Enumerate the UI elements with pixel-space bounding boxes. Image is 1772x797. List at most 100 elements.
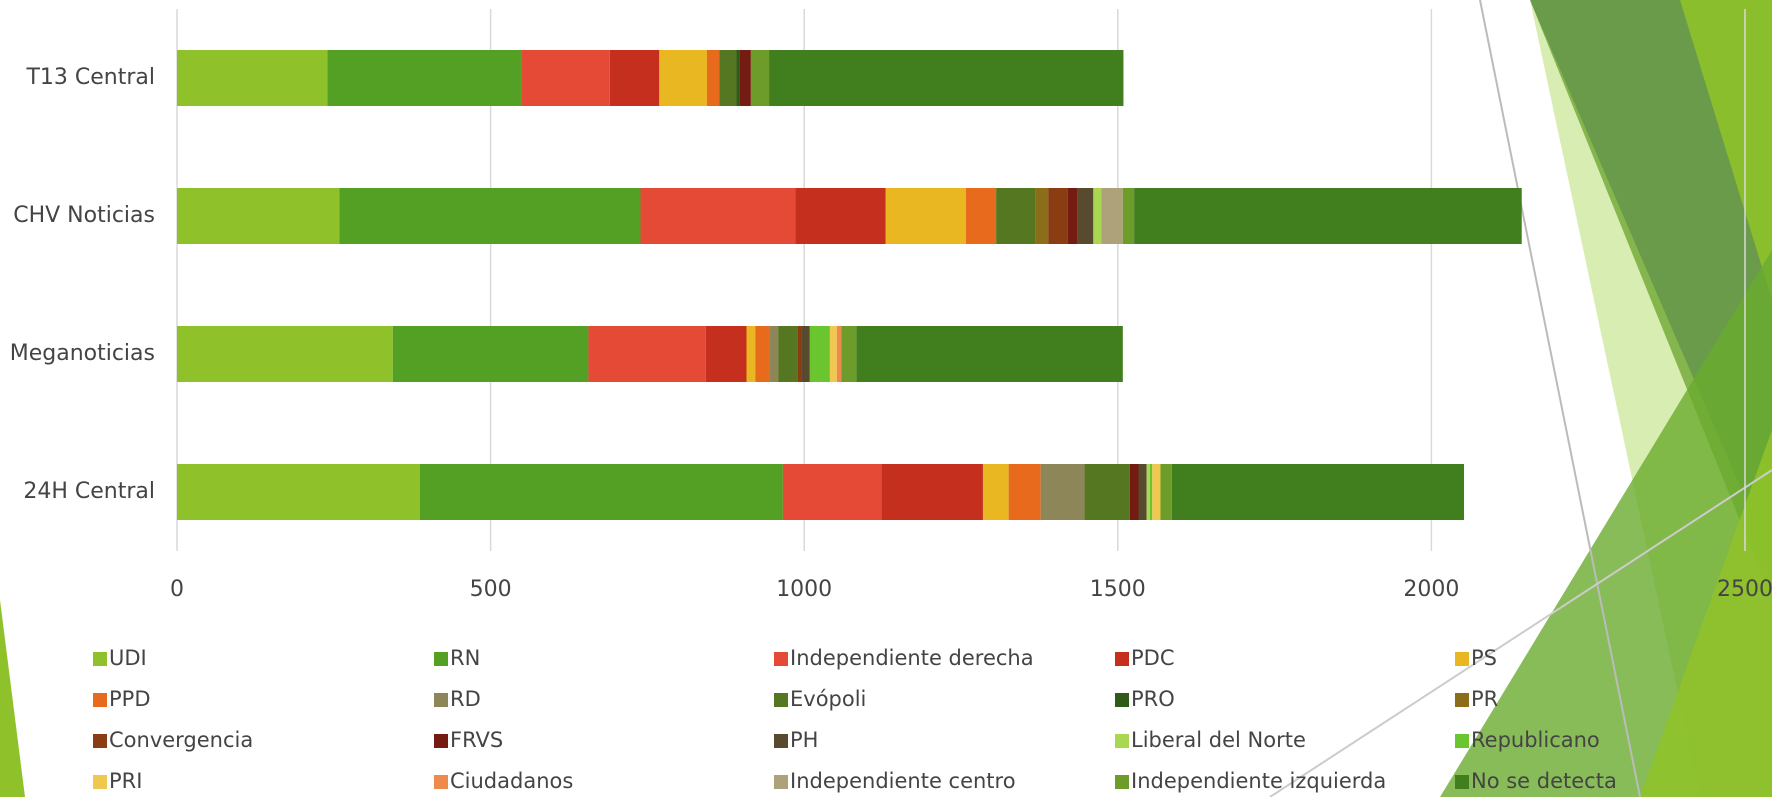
bar-segment bbox=[1134, 188, 1522, 244]
legend-label: RD bbox=[450, 687, 481, 711]
bar-segment bbox=[983, 464, 1009, 520]
legend-swatch bbox=[1455, 693, 1469, 707]
bar-segment bbox=[1078, 188, 1094, 244]
bar-segment bbox=[746, 326, 755, 382]
bar-segment bbox=[706, 326, 747, 382]
bar-segment bbox=[1085, 464, 1130, 520]
legend-label: PRO bbox=[1131, 687, 1175, 711]
legend-swatch bbox=[1115, 693, 1129, 707]
legend-swatch bbox=[93, 775, 107, 789]
bar-segment bbox=[1138, 464, 1146, 520]
bar-segment bbox=[1101, 188, 1122, 244]
bar-segment bbox=[783, 464, 881, 520]
bar-segment bbox=[736, 50, 739, 106]
bar-segment bbox=[1172, 464, 1464, 520]
bar-segment bbox=[886, 188, 966, 244]
legend-label: PRI bbox=[109, 769, 142, 793]
bar-segment bbox=[641, 188, 796, 244]
bar-segment bbox=[1152, 464, 1160, 520]
bar-segment bbox=[740, 50, 751, 106]
y-tick-label: CHV Noticias bbox=[13, 203, 155, 228]
x-tick-label: 0 bbox=[170, 577, 184, 602]
bar-segment bbox=[339, 188, 640, 244]
bar-segment bbox=[966, 188, 996, 244]
legend-label: Independiente izquierda bbox=[1131, 769, 1386, 793]
bar-segment bbox=[522, 50, 610, 106]
bar-segment bbox=[328, 50, 522, 106]
legend-swatch bbox=[434, 775, 448, 789]
legend-label: Convergencia bbox=[109, 728, 253, 752]
legend-swatch bbox=[1115, 775, 1129, 789]
bar-segment bbox=[751, 50, 769, 106]
legend-swatch bbox=[774, 652, 788, 666]
bar-segment bbox=[720, 50, 737, 106]
bar-segment bbox=[177, 326, 393, 382]
bar-segment bbox=[841, 326, 856, 382]
bar-segment bbox=[778, 326, 797, 382]
legend-swatch bbox=[1455, 734, 1469, 748]
legend-label: PPD bbox=[109, 687, 151, 711]
bar-segment bbox=[1123, 188, 1134, 244]
legend-swatch bbox=[1455, 652, 1469, 666]
legend-label: PH bbox=[790, 728, 818, 752]
bar-segment bbox=[769, 326, 778, 382]
bar-segment bbox=[996, 188, 1036, 244]
legend-label: Evópoli bbox=[790, 687, 866, 711]
bar-segment bbox=[1009, 464, 1041, 520]
bar-segment bbox=[810, 326, 830, 382]
bar-segment bbox=[588, 326, 705, 382]
legend-swatch bbox=[93, 734, 107, 748]
decoration bbox=[0, 0, 1772, 797]
bar-segment bbox=[830, 326, 837, 382]
y-tick-label: T13 Central bbox=[25, 65, 155, 90]
bar-segment bbox=[1130, 464, 1139, 520]
bar-segment bbox=[1150, 464, 1153, 520]
legend-swatch bbox=[93, 693, 107, 707]
bar-segment bbox=[659, 50, 707, 106]
legend-swatch bbox=[774, 775, 788, 789]
x-tick-label: 2000 bbox=[1403, 577, 1459, 602]
x-tick-label: 1000 bbox=[776, 577, 832, 602]
bar-segment bbox=[881, 464, 983, 520]
bar-segment bbox=[1048, 188, 1067, 244]
legend-swatch bbox=[434, 734, 448, 748]
bar-segment bbox=[1160, 464, 1171, 520]
bar-segment bbox=[1093, 188, 1101, 244]
legend-label: Ciudadanos bbox=[450, 769, 573, 793]
legend-label: Independiente derecha bbox=[790, 646, 1034, 670]
y-tick-label: 24H Central bbox=[23, 479, 155, 504]
bar-segment bbox=[1036, 188, 1049, 244]
legend-swatch bbox=[1455, 775, 1469, 789]
chart: 05001000150020002500T13 CentralCHV Notic… bbox=[0, 0, 1772, 797]
bar-segment bbox=[795, 188, 885, 244]
bar-segment bbox=[755, 326, 769, 382]
legend-swatch bbox=[774, 734, 788, 748]
legend-label: UDI bbox=[109, 646, 147, 670]
bar-segment bbox=[177, 464, 420, 520]
legend-swatch bbox=[93, 652, 107, 666]
legend-label: Liberal del Norte bbox=[1131, 728, 1306, 752]
legend-label: PS bbox=[1471, 646, 1497, 670]
legend-label: PDC bbox=[1131, 646, 1175, 670]
legend-swatch bbox=[1115, 652, 1129, 666]
bar-segment bbox=[801, 326, 810, 382]
bar-segment bbox=[610, 50, 660, 106]
bar-segment bbox=[1147, 464, 1150, 520]
legend-label: FRVS bbox=[450, 728, 503, 752]
legend-label: No se detecta bbox=[1471, 769, 1617, 793]
bar-segment bbox=[837, 326, 841, 382]
bar-segment bbox=[1041, 464, 1085, 520]
bar-segment bbox=[1068, 188, 1078, 244]
bar-segment bbox=[856, 326, 1123, 382]
legend-swatch bbox=[434, 693, 448, 707]
legend-label: Independiente centro bbox=[790, 769, 1016, 793]
legend-swatch bbox=[434, 652, 448, 666]
legend-label: Republicano bbox=[1471, 728, 1600, 752]
x-tick-label: 500 bbox=[470, 577, 512, 602]
legend-label: RN bbox=[450, 646, 480, 670]
legend-swatch bbox=[1115, 734, 1129, 748]
x-tick-label: 2500 bbox=[1717, 577, 1772, 602]
bar-segment bbox=[769, 50, 1123, 106]
legend-label: PR bbox=[1471, 687, 1498, 711]
bar-segment bbox=[177, 188, 339, 244]
